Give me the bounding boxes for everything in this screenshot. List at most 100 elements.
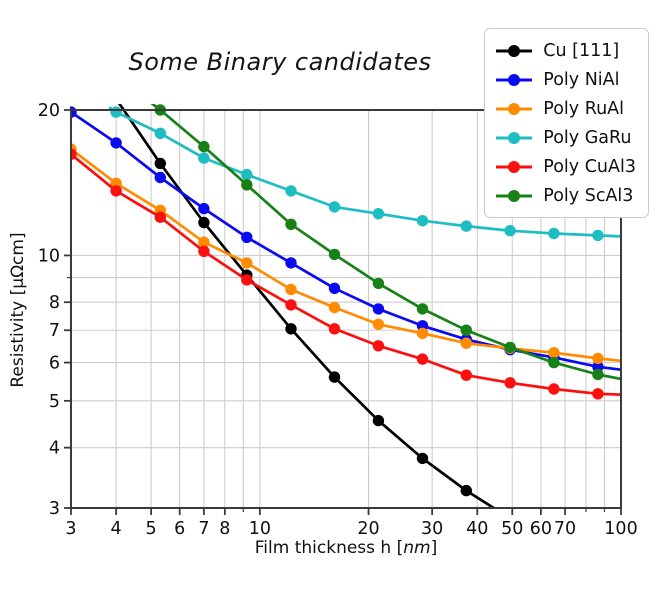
y-tick-label-10: 10 [38, 246, 60, 266]
series-group [70, 104, 622, 509]
series-line-poly-cual3 [70, 152, 622, 396]
y-tick-label-6: 6 [49, 354, 60, 374]
series-marker-poly-cual3 [372, 340, 385, 352]
x-tick-label-3: 3 [65, 519, 76, 539]
y-tick-label-7: 7 [49, 321, 60, 341]
series-marker-poly-cual3 [548, 383, 560, 395]
series-marker-poly-nial [372, 303, 385, 315]
series-marker-poly-nial [328, 282, 341, 294]
series-marker-poly-cual3 [110, 185, 122, 197]
series-marker-poly-cual3 [460, 369, 472, 381]
series-marker-poly-rual [592, 352, 604, 365]
x-tick-label-5: 5 [146, 519, 157, 539]
chart-title: Some Binary candidates [128, 48, 432, 76]
y-tick-label-3: 3 [49, 499, 60, 519]
x-tick-label-7: 7 [198, 519, 209, 539]
x-tick-label-10: 10 [249, 519, 271, 539]
series-marker-poly-rual [328, 301, 341, 314]
series-marker-poly-garu [592, 229, 604, 242]
series-marker-poly-scal3 [548, 356, 560, 369]
series-marker-poly-garu [548, 227, 560, 240]
legend-label-cu-111: Cu [111] [543, 40, 620, 61]
series-marker-poly-cual3 [241, 274, 253, 286]
series-line-poly-nial [70, 110, 622, 372]
legend-marker-icon-poly-cual3 [496, 160, 533, 173]
y-tick-label-20: 20 [38, 101, 60, 121]
series-cu-111 [117, 104, 498, 509]
legend-label-poly-cual3: Poly CuAl3 [543, 156, 636, 177]
series-marker-poly-nial [285, 257, 297, 269]
series-marker-poly-garu [198, 152, 210, 164]
series-marker-poly-nial [198, 202, 210, 215]
legend-label-poly-scal3: Poly ScAl3 [543, 185, 634, 206]
y-axis-label: Resistivity [μΩcm] [8, 232, 28, 388]
x-tick-label-100: 100 [604, 519, 637, 539]
series-marker-poly-scal3 [328, 248, 341, 261]
series-marker-poly-garu [285, 185, 297, 197]
legend: Cu [111] Poly NiAl Poly RuAl Poly GaRu Poly … [484, 28, 649, 218]
series-marker-poly-scal3 [416, 303, 429, 315]
legend-marker-icon-cu-111 [496, 44, 533, 57]
legend-item-poly-scal3: Poly ScAl3 [495, 181, 636, 210]
legend-item-poly-garu: Poly GaRu [495, 123, 636, 152]
legend-marker-icon-poly-garu [496, 131, 533, 144]
series-marker-poly-scal3 [285, 218, 297, 230]
legend-item-poly-rual: Poly RuAl [495, 94, 636, 123]
x-axis-label: Film thickness h [nm] [71, 538, 621, 558]
x-axis-label-prefix: Film thickness h [ [254, 538, 404, 558]
series-line-cu-111 [117, 104, 498, 509]
series-marker-poly-scal3 [592, 368, 604, 381]
series-marker-poly-rual [372, 318, 385, 330]
series-marker-cu-111 [460, 484, 472, 497]
series-marker-cu-111 [285, 323, 297, 335]
series-marker-poly-garu [460, 220, 472, 232]
x-axis-label-suffix: ] [430, 538, 438, 558]
legend-label-poly-nial: Poly NiAl [543, 69, 620, 90]
legend-item-cu-111: Cu [111] [495, 36, 636, 65]
x-tick-label-30: 30 [421, 519, 443, 539]
y-tick-label-8: 8 [49, 293, 60, 313]
legend-item-poly-nial: Poly NiAl [495, 65, 636, 94]
series-marker-poly-garu [328, 201, 341, 213]
series-marker-poly-scal3 [241, 179, 253, 191]
series-marker-poly-garu [110, 106, 122, 118]
x-tick-label-70: 70 [554, 519, 576, 539]
legend-marker-icon-poly-rual [496, 102, 533, 115]
series-marker-poly-rual [241, 257, 253, 269]
legend-marker-icon-poly-scal3 [496, 189, 533, 202]
series-marker-poly-garu [241, 168, 253, 181]
series-marker-poly-cual3 [328, 323, 341, 335]
series-poly-scal3 [150, 104, 622, 381]
series-marker-poly-nial [241, 231, 253, 243]
series-marker-cu-111 [198, 216, 210, 229]
x-tick-label-20: 20 [357, 519, 379, 539]
series-marker-poly-scal3 [372, 277, 385, 290]
series-marker-poly-rual [198, 236, 210, 248]
series-marker-poly-rual [416, 327, 429, 339]
series-line-poly-garu [108, 106, 622, 238]
series-marker-poly-cual3 [592, 388, 604, 400]
legend-item-poly-cual3: Poly CuAl3 [495, 152, 636, 181]
plot-border [70, 109, 622, 509]
series-marker-poly-cual3 [416, 353, 429, 365]
series-marker-poly-garu [416, 215, 429, 227]
series-marker-poly-rual [548, 347, 560, 359]
x-tick-label-6: 6 [174, 519, 185, 539]
series-marker-poly-scal3 [198, 140, 210, 153]
series-marker-poly-scal3 [504, 341, 516, 354]
series-marker-poly-cual3 [198, 245, 210, 257]
series-marker-poly-nial [154, 171, 166, 184]
series-marker-poly-scal3 [460, 324, 472, 336]
series-marker-poly-rual [285, 283, 297, 296]
legend-label-poly-rual: Poly RuAl [543, 98, 625, 119]
series-marker-poly-garu [504, 225, 516, 237]
y-tick-label-5: 5 [49, 392, 60, 412]
x-axis-label-unit: nm [403, 538, 431, 558]
series-marker-cu-111 [154, 157, 166, 170]
series-marker-poly-cual3 [154, 211, 166, 223]
series-line-poly-rual [70, 147, 622, 363]
series-marker-poly-garu [372, 208, 385, 220]
series-marker-poly-cual3 [504, 377, 516, 389]
series-marker-cu-111 [416, 452, 429, 465]
